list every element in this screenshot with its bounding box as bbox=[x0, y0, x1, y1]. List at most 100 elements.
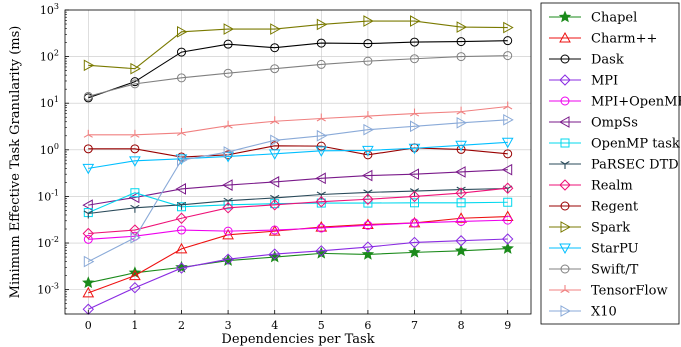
data-point bbox=[222, 202, 234, 214]
data-point bbox=[223, 68, 233, 78]
data-point bbox=[223, 226, 233, 236]
legend-label: Charm++ bbox=[591, 32, 657, 47]
data-point bbox=[82, 276, 95, 289]
data-point bbox=[501, 163, 513, 176]
legend-marker bbox=[560, 201, 570, 211]
x-tick-label: 6 bbox=[364, 319, 371, 332]
legend-label: PaRSEC DTD bbox=[591, 158, 679, 173]
data-point bbox=[455, 166, 466, 178]
data-point bbox=[363, 56, 373, 66]
legend-label: X10 bbox=[591, 305, 617, 320]
data-point bbox=[362, 145, 374, 157]
x-tick-label: 3 bbox=[225, 319, 232, 332]
legend-label: Realm bbox=[591, 179, 633, 194]
series-swift-t bbox=[83, 51, 513, 101]
data-point bbox=[130, 62, 141, 75]
data-point bbox=[316, 141, 326, 151]
data-point bbox=[83, 144, 93, 154]
data-point bbox=[83, 129, 93, 138]
data-point bbox=[270, 64, 280, 74]
legend-label: Regent bbox=[591, 200, 639, 215]
data-point bbox=[362, 218, 374, 229]
data-point bbox=[316, 129, 328, 142]
data-point bbox=[268, 199, 281, 211]
data-point bbox=[363, 111, 373, 120]
data-point bbox=[503, 21, 514, 34]
data-point bbox=[410, 218, 419, 228]
series-ompss bbox=[82, 163, 513, 211]
data-point bbox=[361, 169, 373, 182]
data-point bbox=[501, 182, 514, 194]
legend-label: StarPU bbox=[591, 242, 639, 257]
data-point bbox=[82, 163, 95, 175]
data-point bbox=[129, 269, 141, 281]
data-point bbox=[83, 234, 93, 244]
data-point bbox=[410, 37, 419, 47]
data-point bbox=[316, 59, 326, 69]
x-tick-label: 4 bbox=[271, 319, 278, 332]
legend-marker bbox=[560, 285, 570, 293]
y-tick-label: 10-2 bbox=[37, 235, 59, 250]
legend-label: Chapel bbox=[591, 11, 637, 26]
series-x10 bbox=[83, 113, 514, 268]
y-tick-label: 102 bbox=[40, 49, 59, 64]
data-point bbox=[501, 242, 514, 254]
data-point bbox=[315, 221, 328, 232]
data-point bbox=[316, 38, 326, 48]
data-point bbox=[175, 212, 188, 224]
legend-entry: TensorFlow bbox=[549, 284, 668, 299]
data-point bbox=[177, 47, 186, 57]
data-point bbox=[316, 113, 326, 122]
series-line bbox=[88, 248, 508, 284]
data-point bbox=[503, 101, 513, 110]
data-point bbox=[129, 156, 141, 167]
data-point bbox=[456, 52, 466, 62]
legend-label: MPI+OpenMP bbox=[591, 95, 681, 110]
data-point bbox=[408, 236, 421, 249]
data-point bbox=[315, 245, 328, 257]
legend-marker bbox=[559, 31, 571, 43]
data-point bbox=[128, 191, 140, 204]
data-point bbox=[268, 149, 281, 160]
data-point bbox=[175, 242, 188, 254]
data-point bbox=[270, 225, 280, 235]
data-point bbox=[270, 116, 280, 125]
x-tick-label: 7 bbox=[411, 319, 418, 332]
data-point bbox=[316, 223, 326, 233]
x-axis-label: Dependencies per Task bbox=[221, 332, 374, 347]
data-point bbox=[223, 146, 235, 158]
legend-label: MPI bbox=[591, 74, 618, 89]
legend-marker bbox=[560, 264, 570, 274]
legend-marker bbox=[559, 243, 571, 255]
data-point bbox=[177, 25, 188, 38]
data-point bbox=[130, 204, 140, 213]
data-point bbox=[409, 108, 420, 117]
data-point bbox=[223, 23, 235, 35]
data-point bbox=[315, 196, 328, 208]
data-point bbox=[175, 262, 188, 274]
data-point bbox=[268, 248, 281, 260]
legend-marker bbox=[560, 161, 570, 169]
data-point bbox=[270, 23, 281, 35]
data-point bbox=[362, 193, 374, 205]
data-point bbox=[456, 106, 466, 115]
series-line bbox=[88, 219, 508, 240]
data-point bbox=[501, 233, 514, 245]
legend-entry: Chapel bbox=[549, 10, 637, 26]
legend-marker bbox=[558, 10, 572, 23]
data-point bbox=[222, 253, 234, 265]
data-point bbox=[503, 215, 513, 225]
series-line bbox=[88, 187, 508, 235]
data-point bbox=[130, 231, 141, 244]
legend-marker bbox=[560, 96, 570, 106]
legend-entry: Charm++ bbox=[549, 32, 657, 47]
legend-label: Swift/T bbox=[591, 263, 639, 278]
legend-entry: OpenMP task bbox=[549, 137, 680, 152]
legend-entry: Realm bbox=[549, 179, 633, 194]
data-point bbox=[455, 187, 467, 199]
legend-marker bbox=[560, 221, 572, 233]
data-point bbox=[82, 199, 93, 211]
series-line bbox=[88, 141, 508, 169]
y-tick-label: 103 bbox=[40, 2, 59, 17]
